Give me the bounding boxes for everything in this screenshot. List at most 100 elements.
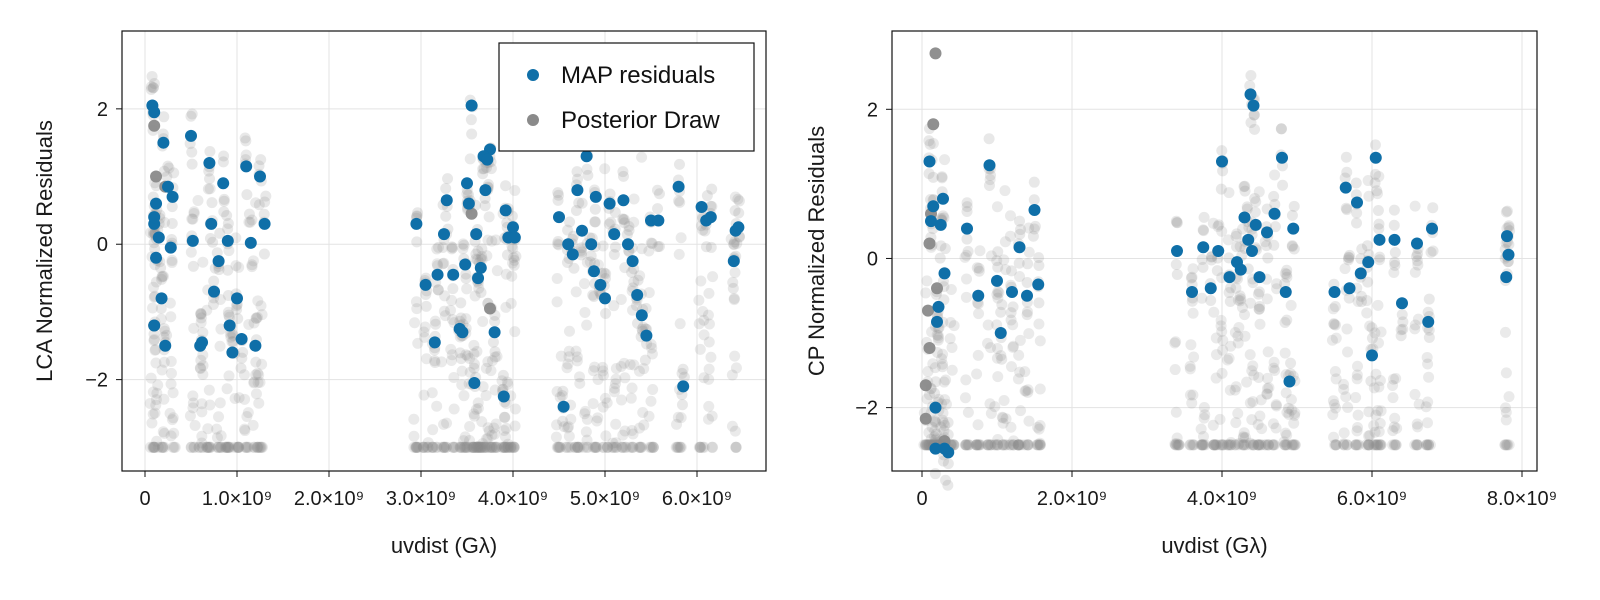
lca-posterior-point — [250, 369, 262, 381]
lca-posterior-point — [212, 441, 224, 453]
cp-posterior-point — [1013, 439, 1025, 451]
lca-posterior-point — [222, 441, 234, 453]
lca-posterior-point — [575, 249, 587, 261]
cp-posterior-point — [938, 425, 950, 437]
lca-posterior-point — [432, 284, 444, 296]
lca-posterior-point — [477, 438, 489, 450]
lca-posterior-point — [731, 237, 743, 249]
cp-map-point — [923, 155, 936, 168]
lca-posterior-point — [501, 249, 513, 261]
lca-posterior-point — [674, 196, 686, 208]
lca-posterior-point — [626, 266, 638, 278]
lca-posterior-point — [507, 257, 519, 269]
cp-posterior-point — [997, 439, 1009, 451]
cp-posterior-point — [991, 352, 1003, 364]
lca-posterior-point — [707, 271, 719, 283]
cp-posterior-point — [1420, 401, 1432, 413]
cp-posterior-point — [940, 398, 952, 410]
lca-posterior-point — [460, 349, 472, 361]
cp-posterior-point — [1351, 439, 1363, 451]
cp-posterior-point — [1373, 381, 1385, 393]
lca-posterior-point — [557, 385, 569, 397]
cp-posterior-point — [1173, 439, 1185, 451]
lca-map-point — [223, 319, 236, 332]
cp-map-point — [1032, 278, 1045, 291]
cp-posterior-point — [1232, 330, 1244, 342]
lca-posterior-point — [672, 441, 684, 453]
lca-posterior-point — [693, 441, 705, 453]
cp-posterior-point — [1170, 259, 1182, 271]
lca-posterior-point — [458, 239, 470, 251]
lca-posterior-point — [186, 108, 198, 120]
lca-xtick-label: 5.0×10⁹ — [570, 488, 640, 510]
cp-posterior-point — [1355, 290, 1367, 302]
cp-posterior-point — [1205, 294, 1217, 306]
cp-map-point — [1253, 271, 1266, 284]
cp-posterior-point — [961, 273, 973, 285]
cp-posterior-point — [1330, 373, 1342, 385]
cp-posterior-point — [1253, 372, 1265, 384]
lca-posterior-point — [155, 441, 167, 453]
cp-map-point — [1238, 211, 1251, 224]
cp-posterior-point — [970, 439, 982, 451]
cp-posterior-point — [1187, 263, 1199, 275]
lca-posterior-point — [196, 398, 208, 410]
lca-posterior-point — [646, 441, 658, 453]
cp-posterior-point — [1000, 439, 1012, 451]
cp-posterior-point — [1279, 439, 1291, 451]
cp-posterior-point — [960, 249, 972, 261]
lca-posterior-point — [466, 441, 478, 453]
cp-posterior-point — [1280, 427, 1292, 439]
cp-posterior-point — [1213, 219, 1225, 231]
cp-posterior-point — [1288, 200, 1300, 212]
lca-posterior-point — [427, 441, 439, 453]
cp-posterior-point — [1330, 439, 1342, 451]
cp-posterior-point — [1368, 439, 1380, 451]
cp-posterior-point — [1268, 439, 1280, 451]
cp-posterior-point — [1255, 439, 1267, 451]
lca-posterior-point — [603, 218, 615, 230]
lca-posterior-point — [500, 180, 512, 192]
cp-posterior-point — [1343, 292, 1355, 304]
cp-posterior-point — [1499, 439, 1511, 451]
lca-posterior-point — [582, 441, 594, 453]
lca-posterior-point — [165, 367, 177, 379]
lca-posterior-point — [505, 441, 517, 453]
lca-posterior-point — [223, 441, 235, 453]
lca-posterior-point — [196, 441, 208, 453]
lca-posterior-point — [602, 441, 614, 453]
cp-posterior-point — [935, 421, 947, 433]
cp-posterior-point — [1388, 421, 1400, 433]
cp-map-point — [1028, 203, 1041, 216]
lca-posterior-point — [582, 169, 594, 181]
cp-posterior-point — [1289, 407, 1301, 419]
cp-posterior-point — [1254, 439, 1266, 451]
lca-posterior-point — [500, 422, 512, 434]
cp-posterior-point — [992, 246, 1004, 258]
lca-map-point — [587, 265, 600, 278]
cp-posterior-point — [1262, 372, 1274, 384]
lca-posterior-point — [703, 373, 715, 385]
lca-posterior-point — [634, 441, 646, 453]
cp-posterior-point — [1255, 394, 1267, 406]
lca-posterior-point — [619, 441, 631, 453]
lca-posterior-point — [627, 441, 639, 453]
lca-map-point — [461, 177, 473, 190]
cp-posterior-point — [1281, 271, 1293, 283]
lca-posterior-point — [498, 424, 510, 436]
lca-map-point — [150, 197, 163, 210]
lca-map-point — [481, 153, 494, 166]
lca-posterior-point — [587, 365, 599, 377]
lca-xtick-label: 3.0×10⁹ — [386, 488, 456, 510]
lca-posterior-point — [479, 200, 491, 212]
lca-posterior-point — [485, 441, 497, 453]
cp-posterior-point — [1007, 340, 1019, 352]
cp-posterior-point — [1008, 439, 1020, 451]
lca-posterior-point — [505, 297, 517, 309]
lca-posterior-point — [553, 441, 565, 453]
cp-posterior-point — [1279, 316, 1291, 328]
cp-posterior-point — [1279, 439, 1291, 451]
lca-posterior-point — [601, 397, 613, 409]
lca-posterior-point — [552, 238, 564, 250]
lca-posterior-point — [447, 242, 459, 254]
